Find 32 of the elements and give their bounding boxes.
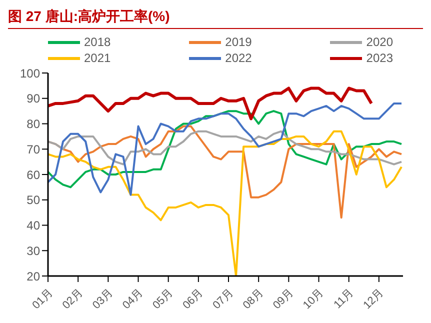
legend-label: 2023 (366, 51, 393, 65)
y-tick-label: 50 (26, 193, 40, 208)
legend-label: 2021 (84, 51, 111, 65)
legend-label: 2019 (225, 35, 252, 49)
line-series (48, 130, 402, 166)
chart-title: 图 27 唐山:高炉开工率(%) (8, 8, 423, 29)
line-series (48, 110, 402, 188)
legend-label: 2020 (366, 35, 393, 49)
y-tick-label: 40 (26, 218, 40, 233)
x-tick-label: 05月 (150, 286, 176, 312)
y-tick-label: 60 (26, 168, 40, 182)
x-tick-label: 02月 (60, 286, 86, 312)
x-tick-label: 01月 (30, 286, 56, 312)
x-tick-label: 10月 (301, 286, 326, 312)
y-tick-label: 90 (26, 92, 40, 106)
y-tick-label: 100 (20, 66, 40, 80)
line-series (48, 102, 402, 196)
line-series (48, 86, 373, 120)
x-tick-label: 04月 (120, 286, 146, 312)
x-tick-label: 11月 (332, 286, 356, 312)
y-tick-label: 80 (26, 117, 40, 132)
y-tick-label: 20 (26, 269, 40, 284)
x-tick-label: 06月 (180, 286, 206, 312)
y-tick-label: 70 (26, 142, 40, 156)
x-tick-label: 07月 (210, 286, 236, 312)
legend-label: 2018 (84, 35, 111, 49)
y-tick-label: 30 (26, 244, 40, 258)
x-tick-label: 03月 (90, 286, 116, 312)
x-tick-label: 12月 (361, 286, 386, 312)
x-tick-label: 09月 (270, 286, 296, 312)
legend-label: 2022 (225, 51, 252, 65)
x-tick-label: 08月 (240, 286, 266, 312)
